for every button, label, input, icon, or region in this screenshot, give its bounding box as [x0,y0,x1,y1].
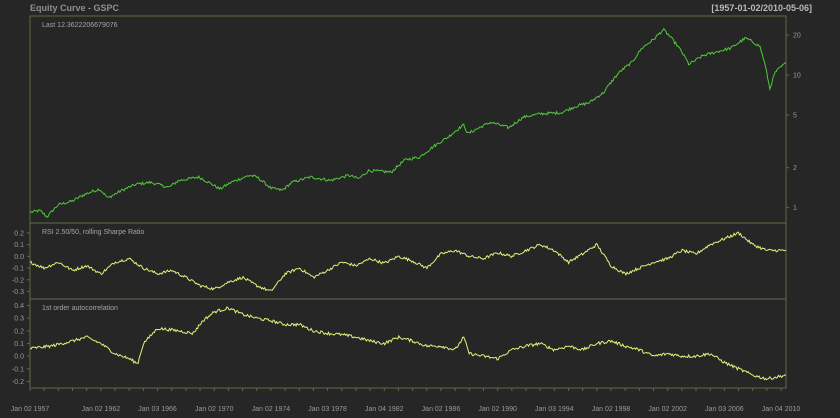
y-tick-label: 0.0 [14,354,24,361]
series-line-2 [29,231,787,292]
x-tick-label: Jan 02 1990 [478,406,517,413]
x-tick-label: Jan 03 1966 [138,406,177,413]
y-tick-label: 0.0 [14,254,24,261]
y-tick-label: 2 [793,165,797,172]
x-tick-label: Jan 02 1970 [195,406,234,413]
x-tick-label: Jan 04 2010 [762,406,801,413]
y-tick-label: -0.1 [12,366,24,373]
y-tick-label: -0.1 [12,266,24,273]
y-tick-label: -0.2 [12,277,24,284]
chart-title: Equity Curve - GSPC [30,3,120,13]
y-tick-label: 1 [793,205,797,212]
y-tick-label: 5 [793,112,797,119]
series-line-1 [29,27,787,219]
series-legend-label: Last 12.3622206679076 [42,22,118,29]
date-range-label: [1957-01-02/2010-05-06] [711,3,812,13]
y-tick-label: -0.2 [12,379,24,386]
x-minor-ticks [29,388,782,391]
x-tick-label: Jan 04 1982 [365,406,404,413]
x-tick-label: Jan 02 1962 [82,406,121,413]
y-tick-label: 0.3 [14,316,24,323]
series-legend-label: RSI 2.50/50, rolling Sharpe Ratio [42,229,144,236]
x-tick-label: Jan 02 1957 [11,406,50,413]
x-tick-label: Jan 02 1986 [422,406,461,413]
y-tick-label: 0.1 [14,341,24,348]
x-tick-label: Jan 02 1998 [592,406,631,413]
x-tick-label: Jan 03 2006 [705,406,744,413]
x-tick-label: Jan 03 1994 [535,406,574,413]
x-tick-label: Jan 03 1978 [308,406,347,413]
y-tick-label: 0.2 [14,230,24,237]
x-tick-label: Jan 02 1974 [252,406,291,413]
y-tick-label: 0.4 [14,303,24,310]
series-legend-label: 1st order autocorrelation [42,305,118,312]
y-tick-label: 10 [793,73,801,80]
x-tick-label: Jan 02 2002 [648,406,687,413]
panel-frame-1 [29,15,787,224]
y-tick-label: 0.1 [14,242,24,249]
y-tick-label: 20 [793,33,801,40]
y-tick-label: 0.2 [14,328,24,335]
y-tick-label: -0.3 [12,289,24,296]
series-line-3 [29,306,787,381]
